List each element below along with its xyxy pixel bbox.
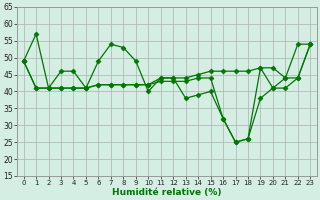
X-axis label: Humidité relative (%): Humidité relative (%)	[112, 188, 222, 197]
